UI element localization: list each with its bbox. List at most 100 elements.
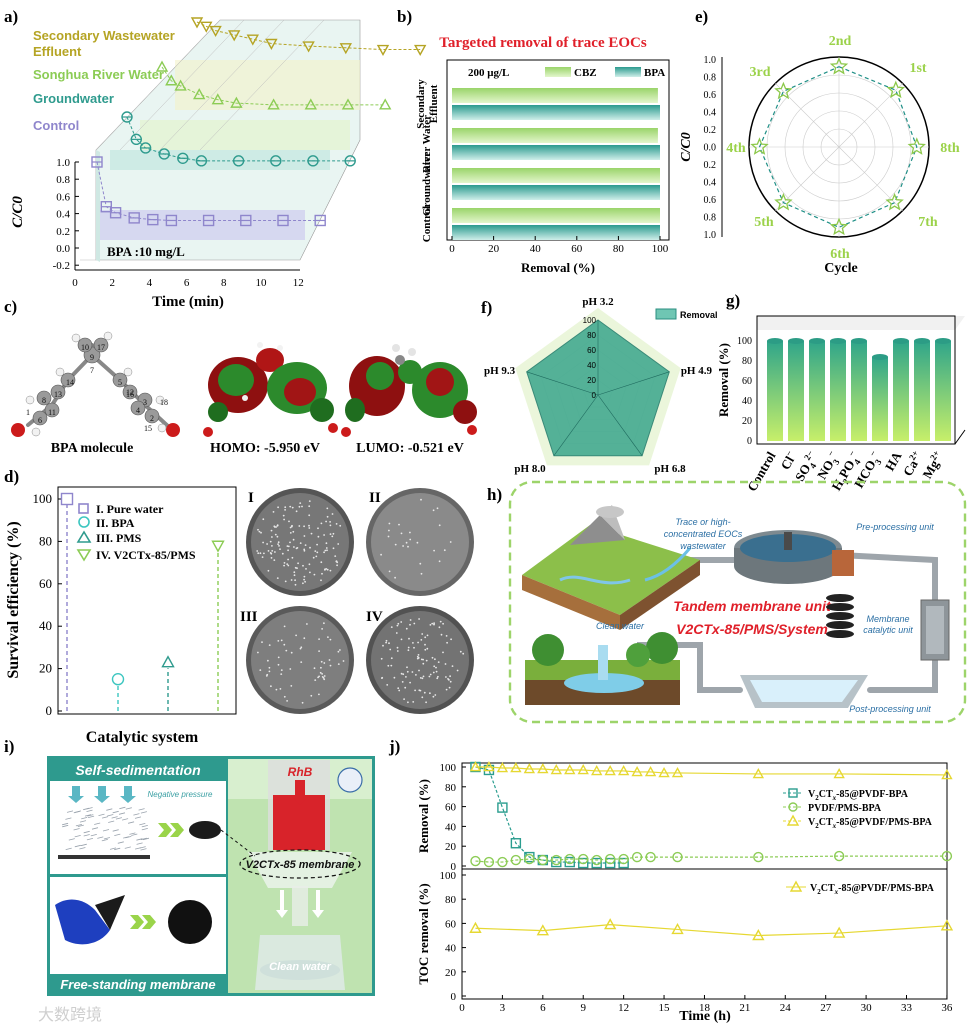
panel-e-tick: 0.0 (704, 143, 717, 154)
panel-e-cycle-label: 6th (830, 247, 850, 262)
panel-j-ytick-bottom: 60 (445, 918, 457, 930)
colony-dot (268, 666, 271, 669)
colony-dot (462, 652, 465, 655)
colony-dot (422, 658, 424, 661)
colony-dot (293, 574, 296, 577)
panel-d-points (60, 492, 225, 711)
colony-dot (381, 677, 383, 679)
colony-dot (324, 549, 327, 552)
panel-j-top-marker (618, 853, 629, 865)
panel-f-tick: 100 (583, 316, 597, 325)
panel-j-legend-3: V2CTx-85@PVDF/PMS-BPA (808, 817, 933, 830)
panel-a-ytick: -0.2 (53, 260, 70, 272)
panel-a-xtick: 0 (72, 277, 78, 289)
panel-a: a) 1.0 0.8 0.6 0.4 0.2 0.0 -0.2 0 2 4 6 8 10 12 C/C0… (4, 7, 427, 310)
colony-dot (290, 579, 293, 581)
colony-dot (445, 676, 447, 678)
panel-a-legend-groundwater: Groundwater (33, 91, 114, 106)
colony-dot (317, 535, 320, 538)
colony-dot (295, 510, 298, 513)
colony-dot (283, 695, 286, 698)
flake (136, 838, 143, 841)
clarifier-image (734, 530, 854, 584)
bpa-atom-number: 2 (150, 414, 154, 423)
panel-j-top-marker (537, 854, 549, 866)
colony-dot (297, 562, 299, 565)
panel-a-marker-groundwater (307, 155, 319, 167)
colony-dot (431, 622, 434, 625)
panel-g-bars (767, 338, 951, 441)
colony-dot (273, 559, 276, 561)
panel-b-bars (452, 88, 660, 240)
panel-b-bar-cbz (452, 208, 660, 223)
colony-dot (436, 677, 439, 680)
flake (129, 832, 136, 835)
panel-a-marker-groundwater (270, 155, 282, 167)
colony-dot (411, 671, 414, 673)
colony-dot (407, 649, 410, 652)
panel-e-star-8th (907, 137, 926, 155)
panel-j-bottom-marker (603, 918, 617, 930)
colony-dot (291, 556, 294, 559)
colony-dot (332, 532, 335, 535)
panel-b-legend-cbz-swatch (545, 67, 571, 77)
plate-label-2: II (369, 490, 381, 506)
panel-b-legend-bpa-swatch (615, 67, 641, 77)
panel-j-xtick: 9 (580, 1002, 586, 1014)
flake (73, 828, 80, 831)
panel-b-bar-cbz (452, 88, 658, 103)
panel-a-marker-river (155, 60, 169, 72)
colony-dot (295, 547, 298, 550)
panel-a-marker-river (165, 74, 178, 86)
colony-dot (394, 576, 396, 579)
panel-a-marker-control (91, 156, 103, 168)
colony-dot (288, 520, 290, 523)
colony-dot (429, 673, 432, 676)
colony-dot (415, 674, 417, 676)
panel-g-yticks: 100 80 60 40 20 0 (737, 336, 752, 447)
flake (84, 814, 92, 817)
panel-g-bar-cap (935, 338, 951, 344)
panel-g-bar-cap (914, 338, 930, 344)
colony-dot (323, 622, 325, 625)
colony-dot (418, 618, 420, 620)
colony-dot (318, 675, 320, 678)
colony-dot (291, 506, 294, 509)
colony-dot (416, 541, 419, 544)
panel-j-top-marker (631, 766, 643, 777)
panel-f-spoke (597, 394, 643, 456)
colony-dot (414, 689, 416, 692)
colony-dot (303, 575, 306, 578)
panel-j-top-marker (753, 851, 764, 863)
flake (140, 848, 147, 851)
colony-dot (407, 545, 409, 548)
colony-dot (320, 666, 322, 669)
flake (134, 816, 142, 819)
colony-dot (422, 675, 425, 678)
panel-j-bottom-marker (752, 929, 765, 941)
panel-a-marker-control (277, 214, 289, 227)
panel-f-axis-label: pH 3.2 (582, 296, 614, 308)
colony-dot (412, 642, 414, 644)
colony-dot (316, 543, 318, 546)
colony-dot (432, 509, 435, 512)
panel-j-top-marker (577, 764, 589, 775)
panel-d-ylabel: Survival efficiency (%) (5, 521, 22, 678)
panel-g-bar-cap (893, 338, 909, 344)
panel-j-top-marker (524, 853, 535, 865)
colony-dot (449, 680, 452, 683)
colony-dot (442, 651, 444, 654)
panel-j-bottom-marker (536, 924, 550, 936)
panel-j-xtick: 3 (500, 1002, 506, 1014)
panel-f-legend-swatch (655, 308, 677, 320)
colony-dot (293, 546, 295, 548)
colony-dot (299, 502, 302, 504)
colony-dot (407, 701, 409, 704)
colony-dot (434, 694, 437, 696)
panel-a-ylabel: C/C0 (10, 196, 26, 228)
panel-j-top-marker (644, 766, 657, 777)
panel-j-xticks: 0 3 6 9 12 15 18 21 24 27 30 33 36 (459, 995, 953, 1014)
panel-a-label: a) (4, 7, 18, 26)
flake (77, 824, 84, 827)
